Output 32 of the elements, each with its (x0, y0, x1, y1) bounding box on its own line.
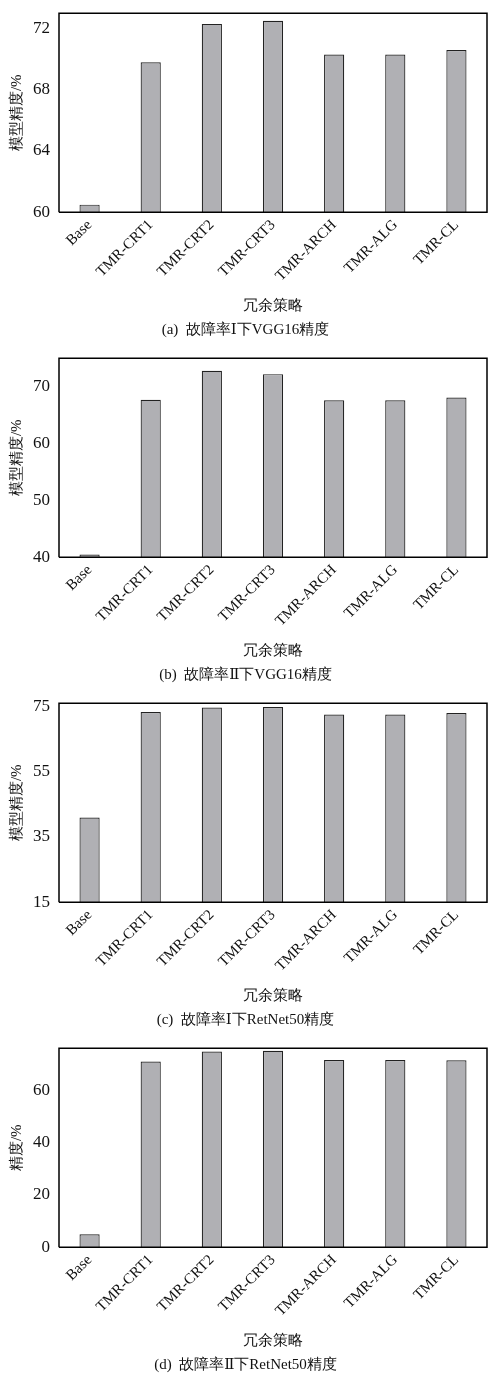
x-tick-label: Base (62, 906, 95, 939)
x-tick-label: Base (62, 561, 95, 594)
y-tick-label: 60 (33, 432, 50, 452)
y-axis-title: 模型精度/% (7, 74, 24, 152)
y-axis-title: 模型精度/% (7, 419, 24, 497)
y-tick-label: 0 (41, 1236, 50, 1256)
y-tick-label: 50 (33, 489, 50, 509)
y-tick-label: 72 (33, 17, 50, 37)
x-axis-title: 冗余策略 (243, 641, 303, 658)
y-axis-title: 精度/% (7, 1124, 24, 1172)
x-tick-label: Base (62, 1251, 95, 1284)
x-axis-title: 冗余策略 (243, 1331, 303, 1348)
y-tick-label: 75 (33, 695, 50, 715)
x-axis-title: 冗余策略 (243, 296, 303, 313)
text: (c) 故障率Ⅰ下RetNet50精度 (156, 1010, 335, 1028)
x-axis-title: 冗余策略 (243, 986, 303, 1003)
text: (b) 故障率Ⅱ下VGG16精度 (159, 665, 332, 683)
y-axis-title: 模型精度/% (7, 764, 24, 842)
y-tick-label: 70 (33, 376, 50, 396)
y-tick-label: 40 (33, 546, 50, 566)
y-tick-label: 20 (33, 1184, 50, 1204)
y-tick-label: 55 (33, 761, 50, 781)
text: (d) 故障率Ⅱ下RetNet50精度 (154, 1355, 337, 1373)
y-tick-label: 15 (33, 891, 50, 911)
y-tick-label: 60 (33, 201, 50, 221)
y-tick-label: 64 (33, 140, 51, 160)
y-tick-label: 68 (33, 79, 50, 99)
x-tick-label: Base (62, 216, 95, 249)
y-tick-label: 60 (33, 1079, 50, 1099)
y-tick-label: 35 (33, 826, 50, 846)
text: (a) 故障率Ⅰ下VGG16精度 (161, 320, 330, 338)
y-tick-label: 40 (33, 1131, 50, 1151)
